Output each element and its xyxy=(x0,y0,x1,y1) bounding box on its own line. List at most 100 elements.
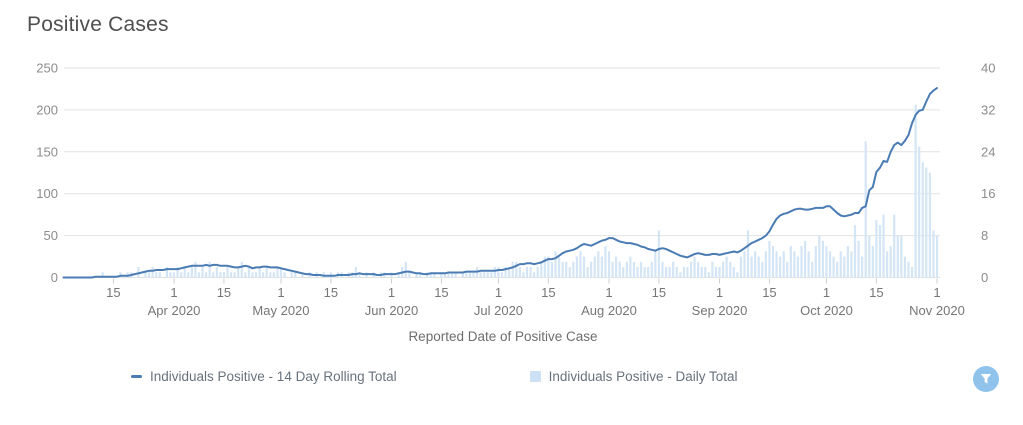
daily-total-bar xyxy=(629,256,632,278)
daily-total-bar xyxy=(721,261,725,278)
chart-plot-area[interactable]: 0 0 50 8 100 16 150 24 200 32 250 40 15 1 Apr 2020 15 1 M… xyxy=(0,0,1023,352)
daily-total-bar xyxy=(764,251,767,278)
daily-total-bar xyxy=(429,272,432,278)
daily-total-bar xyxy=(925,167,928,278)
daily-total-bar xyxy=(575,256,579,278)
daily-total-bar xyxy=(226,267,229,278)
daily-total-bar xyxy=(272,272,275,278)
daily-total-bar xyxy=(201,267,204,278)
daily-total-bar xyxy=(301,272,304,278)
daily-total-bar xyxy=(479,272,482,278)
daily-total-bar xyxy=(786,261,789,278)
legend-item-daily-total[interactable]: Individuals Positive - Daily Total xyxy=(529,369,738,384)
x-month-label: Sep 2020 xyxy=(692,303,748,318)
daily-total-bar xyxy=(443,272,447,278)
daily-total-bar xyxy=(465,272,468,278)
filter-button[interactable] xyxy=(973,366,999,392)
y-left-tick-label: 150 xyxy=(36,144,58,159)
daily-total-bar xyxy=(137,267,140,278)
daily-total-bar xyxy=(882,214,885,278)
x-tick-label: 15 xyxy=(217,285,231,300)
y-right-tick-label: 24 xyxy=(981,144,995,159)
daily-total-bar xyxy=(472,272,475,278)
daily-total-bar xyxy=(707,272,710,278)
daily-total-bar xyxy=(497,267,500,278)
daily-total-bar xyxy=(782,251,785,278)
daily-total-bar xyxy=(597,251,600,278)
daily-total-bar xyxy=(732,267,735,278)
x-month-label: Apr 2020 xyxy=(148,303,201,318)
daily-total-bar xyxy=(172,272,176,278)
daily-total-bar xyxy=(689,261,693,278)
daily-total-bar xyxy=(650,261,653,278)
daily-total-bar xyxy=(796,256,800,278)
daily-total-bar xyxy=(415,272,418,278)
daily-total-bar xyxy=(846,246,849,278)
bar-series-marker-icon xyxy=(529,371,541,382)
daily-total-bar xyxy=(878,225,882,278)
daily-total-bar xyxy=(918,146,921,278)
x-axis-title: Reported Date of Positive Case xyxy=(408,329,598,344)
daily-total-bar xyxy=(932,230,935,278)
daily-total-bar xyxy=(483,272,486,278)
daily-total-bar xyxy=(793,251,796,278)
daily-total-bar xyxy=(654,251,657,278)
daily-total-bar xyxy=(814,246,817,278)
daily-total-bar xyxy=(447,272,450,278)
daily-total-bar xyxy=(194,261,197,278)
daily-total-bar xyxy=(561,261,564,278)
daily-total-bar xyxy=(144,272,147,278)
daily-total-bar xyxy=(611,261,614,278)
y-right-tick-label: 40 xyxy=(981,61,995,76)
daily-total-bar xyxy=(529,267,532,278)
legend-label: Individuals Positive - 14 Day Rolling To… xyxy=(150,369,397,384)
daily-total-bar xyxy=(251,272,254,278)
daily-total-bar xyxy=(714,267,718,278)
daily-total-bar xyxy=(615,256,618,278)
daily-total-bar xyxy=(490,272,493,278)
daily-total-bar xyxy=(664,267,668,278)
daily-total-bar xyxy=(147,272,151,278)
daily-total-bar xyxy=(910,267,914,278)
daily-total-bar xyxy=(889,246,892,278)
daily-total-bar xyxy=(857,240,860,278)
daily-total-bar xyxy=(440,272,443,278)
legend-item-rolling-total[interactable]: Individuals Positive - 14 Day Rolling To… xyxy=(131,369,397,384)
daily-total-bar xyxy=(197,272,201,278)
daily-total-bar xyxy=(750,256,753,278)
x-tick-label: 1 xyxy=(388,285,395,300)
daily-total-bar xyxy=(843,256,846,278)
daily-total-bar xyxy=(704,267,707,278)
x-tick-label: 15 xyxy=(762,285,776,300)
daily-total-bar xyxy=(229,272,233,278)
daily-total-bar xyxy=(155,272,158,278)
daily-total-bar xyxy=(686,267,689,278)
daily-total-bar xyxy=(547,256,550,278)
daily-total-bar xyxy=(821,240,825,278)
daily-total-bar xyxy=(868,235,871,278)
daily-total-bar xyxy=(903,256,907,278)
daily-total-bar xyxy=(800,246,803,278)
daily-total-bar xyxy=(639,261,643,278)
daily-total-bar xyxy=(682,267,685,278)
daily-total-bar xyxy=(219,272,222,278)
x-month-label: Jul 2020 xyxy=(474,303,523,318)
daily-total-bar xyxy=(832,256,835,278)
x-month-label: Aug 2020 xyxy=(581,303,637,318)
daily-total-bar xyxy=(618,261,621,278)
daily-total-bar xyxy=(215,267,218,278)
daily-total-bar xyxy=(921,162,924,278)
daily-total-bar xyxy=(468,272,472,278)
x-month-label: Nov 2020 xyxy=(909,303,965,318)
daily-total-bar xyxy=(907,261,910,278)
daily-total-bar xyxy=(511,261,514,278)
daily-total-bar xyxy=(871,246,874,278)
y-left-tick-label: 50 xyxy=(44,228,58,243)
legend-label: Individuals Positive - Daily Total xyxy=(548,369,738,384)
daily-total-bar xyxy=(554,251,557,278)
daily-total-bar xyxy=(354,267,357,278)
daily-total-bar xyxy=(718,267,721,278)
daily-total-bar xyxy=(262,272,265,278)
daily-total-bar xyxy=(565,261,568,278)
daily-total-bar xyxy=(675,267,678,278)
